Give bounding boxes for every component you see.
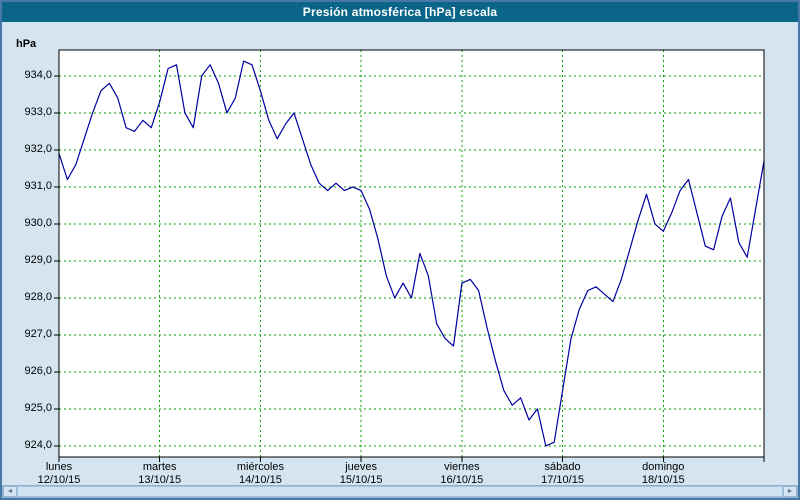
- scroll-left-arrow-icon[interactable]: ◄: [3, 486, 17, 497]
- x-day-name: miércoles: [236, 461, 284, 473]
- x-day-label: martes 13/10/15: [115, 461, 205, 487]
- x-day-label: viernes 16/10/15: [417, 461, 507, 487]
- y-tick-label: 930,0: [24, 217, 52, 230]
- x-day-name: lunes: [45, 461, 73, 473]
- x-day-date: 17/10/15: [541, 474, 584, 486]
- y-tick-label: 924,0: [24, 439, 52, 452]
- y-tick-label: 926,0: [24, 365, 52, 378]
- chart-title: Presión atmosférica [hPa] escala: [302, 5, 498, 19]
- x-day-label: miércoles 14/10/15: [215, 461, 305, 487]
- x-day-date: 15/10/15: [339, 474, 383, 486]
- x-day-name: domingo: [642, 461, 685, 473]
- scrollbar-thumb[interactable]: [17, 486, 783, 497]
- y-tick-label: 933,0: [24, 106, 52, 119]
- x-day-label: jueves 15/10/15: [316, 461, 406, 487]
- y-axis-unit-label: hPa: [16, 38, 37, 50]
- title-bar: Presión atmosférica [hPa] escala: [2, 2, 798, 22]
- y-tick-label: 929,0: [24, 254, 52, 267]
- x-day-label: sábado 17/10/15: [518, 461, 608, 487]
- scroll-right-arrow-icon[interactable]: ►: [783, 486, 797, 497]
- y-tick-label: 934,0: [24, 69, 52, 82]
- x-day-name: martes: [142, 461, 177, 473]
- x-day-name: sábado: [544, 461, 581, 473]
- x-day-name: viernes: [444, 461, 480, 473]
- y-tick-label: 928,0: [24, 291, 52, 304]
- horizontal-scrollbar[interactable]: ◄ ►: [2, 485, 798, 498]
- x-day-date: 13/10/15: [138, 474, 182, 486]
- x-day-date: 16/10/15: [440, 474, 484, 486]
- y-tick-label: 932,0: [24, 143, 52, 156]
- x-day-date: 14/10/15: [239, 474, 282, 486]
- x-day-date: 12/10/15: [37, 474, 81, 486]
- x-day-label: domingo 18/10/15: [618, 461, 708, 487]
- y-tick-label: 931,0: [24, 180, 52, 193]
- y-tick-label: 925,0: [24, 402, 52, 415]
- x-day-date: 18/10/15: [641, 474, 685, 486]
- y-tick-label: 927,0: [24, 328, 52, 341]
- x-day-name: jueves: [345, 461, 378, 473]
- x-day-label: lunes 12/10/15: [14, 461, 104, 487]
